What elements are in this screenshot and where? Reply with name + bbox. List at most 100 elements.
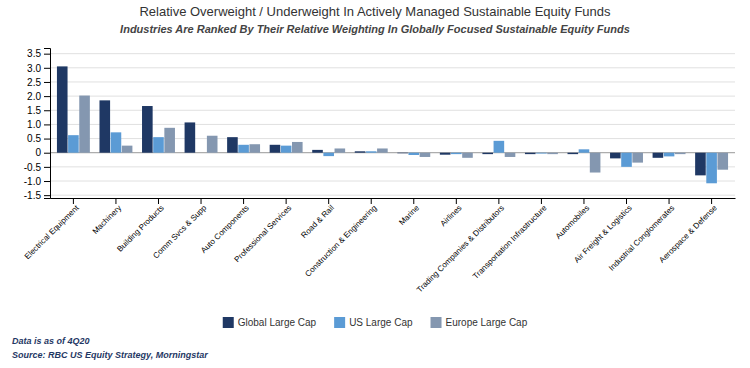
grid-line: [50, 96, 735, 97]
y-tick-label: 3.0: [27, 63, 41, 74]
y-axis-line: [44, 49, 51, 199]
y-tick: -0.5: [24, 162, 50, 173]
bar: [525, 153, 536, 154]
x-tick: Airlines: [439, 198, 464, 228]
legend-label: Europe Large Cap: [446, 317, 528, 328]
footnote: Source: RBC US Equity Strategy, Mornings…: [12, 350, 208, 360]
bar: [153, 137, 164, 153]
y-tick-label: 0: [35, 147, 41, 158]
footnote: Data is as of 4Q20: [12, 336, 90, 346]
bar: [494, 141, 505, 153]
legend-item: US Large Cap: [334, 317, 413, 328]
grid-line: [50, 195, 735, 196]
bar: [675, 153, 686, 154]
legend-swatch: [431, 317, 442, 328]
bar: [462, 153, 473, 158]
y-tick-mark: [44, 68, 50, 69]
bar: [57, 66, 68, 152]
x-tick-label: Marine: [397, 203, 421, 227]
bar: [335, 148, 346, 152]
bar: [632, 153, 643, 163]
x-tick-label: Automobiles: [554, 203, 591, 240]
bar: [142, 106, 153, 153]
bar: [185, 122, 196, 152]
y-tick-mark: [44, 181, 50, 182]
y-tick-mark: [44, 124, 50, 125]
x-tick: Aerospace & Defense: [657, 198, 719, 265]
y-tick-label: -1.0: [24, 176, 42, 187]
bar: [482, 153, 493, 154]
y-tick-mark: [44, 195, 50, 196]
x-tick: Trading Companies & Distributors: [415, 198, 506, 294]
subtitle: Industries Are Ranked By Their Relative …: [120, 23, 630, 35]
bar: [270, 145, 281, 153]
x-axis-line: [51, 198, 736, 199]
y-tick-mark: [44, 54, 50, 55]
bar: [717, 153, 728, 170]
bar: [664, 153, 675, 157]
legend-item: Europe Large Cap: [431, 317, 528, 328]
chart: Relative Overweight / Underweight In Act…: [0, 0, 750, 368]
grid-line: [50, 110, 735, 111]
x-tick-label: Machinery: [91, 203, 123, 235]
legend-label: US Large Cap: [349, 317, 413, 328]
y-tick-mark: [44, 139, 50, 140]
y-tick: 3.0: [27, 63, 50, 74]
y-tick: 2.5: [27, 77, 50, 88]
grid-line: [50, 166, 735, 167]
x-tick-label: Aerospace & Defense: [657, 203, 719, 265]
bar: [451, 153, 462, 154]
y-tick-mark: [44, 153, 50, 154]
x-tick: Professional Services: [233, 198, 294, 264]
y-tick: 0.5: [27, 133, 50, 144]
x-tick-label: Trading Companies & Distributors: [415, 203, 506, 294]
bar: [567, 153, 578, 154]
bar: [164, 128, 175, 153]
bar: [238, 145, 249, 153]
bar: [547, 153, 558, 154]
legend-swatch: [334, 317, 345, 328]
bar: [111, 132, 122, 152]
bar: [377, 148, 388, 152]
y-tick-label: 1.5: [27, 105, 41, 116]
y-tick: -1.5: [24, 190, 50, 201]
x-tick: Road & Rail: [299, 198, 336, 240]
bar: [440, 153, 451, 155]
bar: [79, 96, 90, 153]
bar: [227, 137, 238, 153]
x-tick: Construction & Engineering: [303, 198, 378, 279]
x-tick-label: Comm Svcs & Supp: [151, 203, 208, 260]
bar: [397, 152, 408, 154]
bar: [420, 153, 431, 157]
plot: -1.5-1.0-0.500.51.01.52.02.53.03.5Electr…: [23, 48, 736, 294]
x-tick: Machinery: [91, 198, 123, 236]
bar: [312, 150, 323, 153]
legend-label: Global Large Cap: [238, 317, 317, 328]
y-tick: 1.0: [27, 119, 50, 130]
x-tick: Electrical Equipment: [23, 198, 81, 261]
bars: [57, 66, 728, 183]
x-tick-label: Airlines: [439, 203, 464, 228]
y-tick-label: -1.5: [24, 190, 42, 201]
legend-item: Global Large Cap: [223, 317, 317, 328]
bar: [590, 153, 601, 173]
bar: [196, 152, 207, 153]
grid-line: [50, 124, 735, 125]
grid-line: [50, 53, 735, 54]
series: [79, 96, 728, 173]
grid-line: [50, 81, 735, 82]
y-axis: -1.5-1.0-0.500.51.01.52.02.53.03.5: [24, 48, 51, 201]
bar: [122, 146, 133, 153]
x-tick-label: Electrical Equipment: [23, 203, 81, 261]
bar: [505, 153, 516, 157]
x-tick: Comm Svcs & Supp: [151, 198, 208, 260]
bar: [706, 153, 717, 184]
grid-line: [50, 138, 735, 139]
bar: [68, 135, 79, 153]
y-tick-label: 0.5: [27, 133, 41, 144]
grid: [50, 54, 735, 196]
y-tick-mark: [44, 82, 50, 83]
legend: Global Large Cap US Large Cap Europe Large…: [223, 317, 528, 328]
grid-line: [50, 67, 735, 68]
grid-line: [50, 181, 735, 182]
